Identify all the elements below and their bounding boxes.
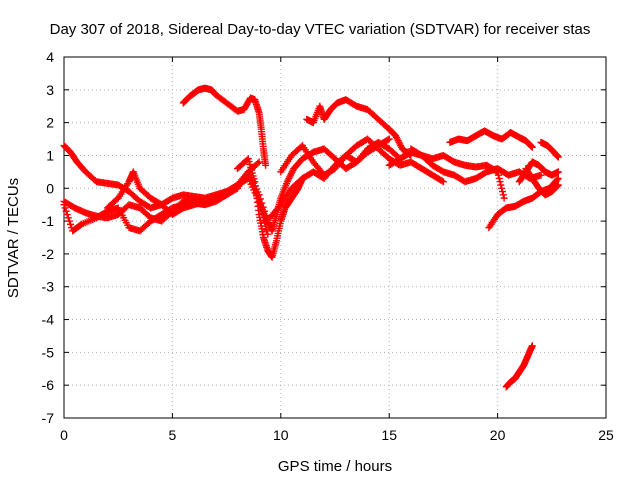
x-tick-label: 20 [490,427,506,443]
y-tick-label: 1 [46,147,54,163]
data-point [384,136,392,144]
data-point [497,181,505,189]
series-track-a [60,142,272,238]
y-tick-label: -2 [42,246,55,262]
series-track-m [446,127,536,151]
data-point [500,194,508,202]
x-axis-label: GPS time / hours [278,458,392,475]
data-point [67,220,75,228]
x-tick-label: 10 [273,427,289,443]
data-point [385,135,393,143]
series-track-n [485,174,562,232]
data-point [554,181,562,189]
data-point [255,158,263,166]
series-track-r [502,342,536,391]
data-point [62,207,70,215]
data-point [527,142,535,150]
plot-frame [63,56,607,419]
y-tick-label: -4 [42,312,55,328]
data-point [499,191,507,199]
data-point [60,201,68,209]
data-point [64,214,72,222]
series-track-q [537,138,562,161]
data-point [496,178,504,186]
y-tick-label: -5 [42,344,55,360]
data-point [553,176,561,184]
y-tick-label: 3 [46,82,54,98]
data-point [254,159,262,167]
series-track-e [179,84,270,169]
y-tick-label: 2 [46,115,54,131]
y-tick-label: -3 [42,279,55,295]
x-tick-label: 15 [381,427,397,443]
y-tick-label: -1 [42,213,55,229]
chart-title: Day 307 of 2018, Sidereal Day-to-day VTE… [50,21,591,38]
data-point [438,177,446,185]
y-axis-ticks: -7 -6 -5 -4 -3 -2 -1 0 1 2 3 4 [42,49,606,426]
data-point [498,184,506,192]
data-point [528,342,536,350]
x-tick-label: 5 [169,427,177,443]
data-point [554,174,562,182]
data-point [439,178,447,186]
data-point [554,168,562,176]
data-points [60,84,562,391]
data-point [61,204,69,212]
data-point [65,217,73,225]
series-track-f [233,155,306,261]
data-point [537,171,545,179]
data-point [528,143,536,151]
series-track-o [515,158,562,186]
data-point [554,153,562,161]
x-axis-ticks: 0 5 10 15 20 25 [60,57,614,443]
series-track-p [522,165,562,199]
y-tick-label: -6 [42,377,55,393]
series-track-j [303,96,415,159]
data-point [63,211,71,219]
data-point [262,161,270,169]
series-track-k [385,148,508,202]
y-tick-label: -7 [42,410,55,426]
data-point [553,182,561,190]
y-axis-label: SDTVAR / TECUs [5,178,22,298]
y-tick-label: 4 [46,49,54,65]
data-point [495,174,503,182]
data-point [498,188,506,196]
y-tick-label: 0 [46,180,54,196]
x-tick-label: 25 [598,427,614,443]
x-tick-label: 0 [60,427,68,443]
series-track-g [255,135,393,235]
